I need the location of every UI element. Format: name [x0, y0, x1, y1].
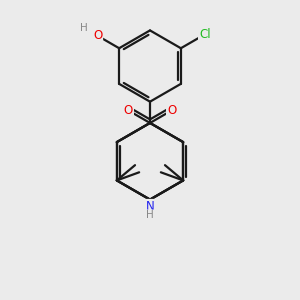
- Text: N: N: [146, 200, 154, 213]
- Text: O: O: [124, 104, 133, 117]
- Text: Cl: Cl: [199, 28, 211, 41]
- Text: H: H: [80, 23, 88, 33]
- Text: O: O: [93, 29, 102, 42]
- Text: O: O: [167, 104, 176, 117]
- Text: H: H: [146, 210, 154, 220]
